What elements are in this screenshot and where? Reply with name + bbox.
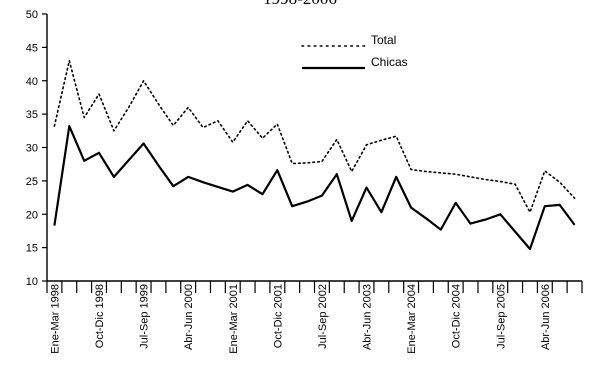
- axes: 10 15 20 25 30 35 40 45 50 Ene-Mar 1998 Oct-Dic 19…: [26, 9, 583, 354]
- series-layer: [53, 59, 576, 251]
- y-tick-label: 10: [26, 276, 38, 288]
- y-tick-label: 15: [26, 243, 38, 255]
- x-tick-label: Ene-Mar 2004: [406, 284, 418, 354]
- legend: Total Chicas: [301, 33, 408, 70]
- y-tick-label: 30: [26, 143, 38, 155]
- y-tick-label: 40: [26, 76, 38, 88]
- x-tick-label: Oct-Dic 1998: [94, 284, 106, 348]
- x-tick-label: Abr-Jun 2003: [362, 284, 374, 350]
- y-tick-label: 25: [26, 176, 38, 188]
- x-tick-label: Oct-Dic 2001: [272, 284, 284, 348]
- legend-label-chicas: Chicas: [371, 55, 408, 69]
- series-line-chicas: [53, 124, 576, 251]
- legend-label-total: Total: [371, 33, 396, 47]
- y-tick-label: 35: [26, 109, 38, 121]
- x-tick-label: Jul-Sep 1999: [139, 284, 151, 349]
- x-tick-label: Jul-Sep 2005: [495, 284, 507, 349]
- y-tick-label: 20: [26, 209, 38, 221]
- x-tick-label: Jul-Sep 2002: [317, 284, 329, 349]
- x-tick-label: Ene-Mar 1998: [49, 284, 61, 354]
- x-tick-label: Ene-Mar 2001: [228, 284, 240, 354]
- chart-title: 1998-2006: [263, 0, 337, 8]
- x-tick-label: Abr-Jun 2000: [183, 284, 195, 350]
- y-tick-label: 45: [26, 42, 38, 54]
- x-tick-label: Abr-Jun 2006: [540, 284, 552, 350]
- x-tick-label: Oct-Dic 2004: [451, 284, 463, 348]
- y-tick-label: 50: [26, 9, 38, 21]
- series-line-total: [53, 59, 576, 213]
